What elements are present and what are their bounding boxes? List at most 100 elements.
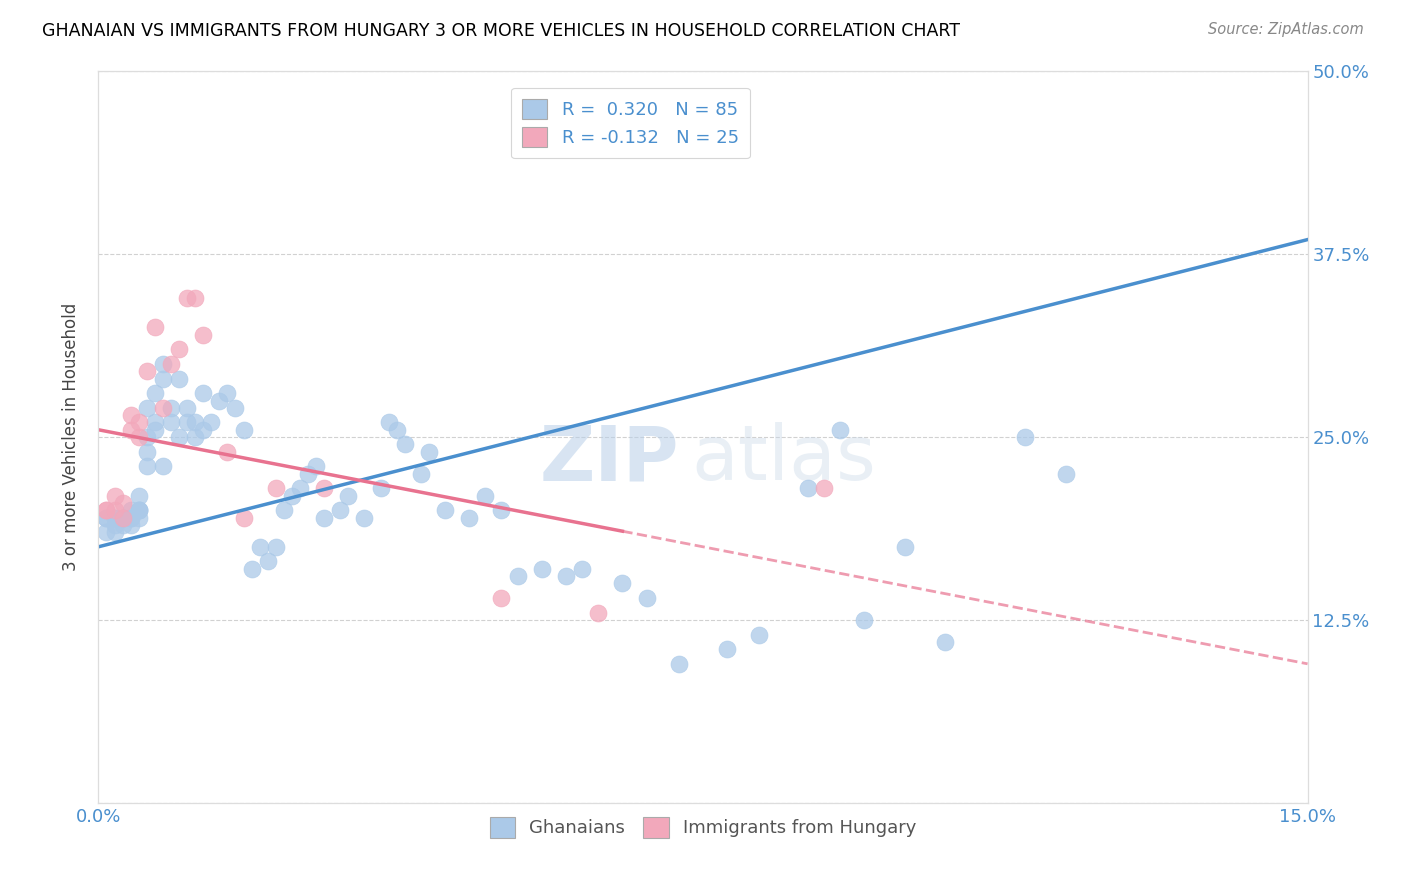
Point bbox=[152, 401, 174, 415]
Text: ZIP: ZIP bbox=[540, 422, 679, 496]
Point bbox=[370, 481, 392, 495]
Point bbox=[103, 525, 125, 540]
Point bbox=[128, 489, 150, 503]
Point bbox=[797, 481, 820, 495]
Point bbox=[314, 510, 336, 524]
Point bbox=[128, 416, 150, 430]
Y-axis label: 3 or more Vehicles in Household: 3 or more Vehicles in Household bbox=[62, 303, 80, 571]
Point bbox=[264, 481, 287, 495]
Point bbox=[813, 481, 835, 495]
Point bbox=[160, 357, 183, 371]
Point bbox=[555, 569, 578, 583]
Point bbox=[217, 444, 239, 458]
Point bbox=[586, 606, 609, 620]
Point bbox=[135, 401, 157, 415]
Point bbox=[167, 430, 190, 444]
Point bbox=[111, 510, 134, 524]
Point bbox=[418, 444, 440, 458]
Point bbox=[314, 481, 336, 495]
Point bbox=[893, 540, 915, 554]
Point bbox=[128, 430, 150, 444]
Point bbox=[458, 510, 481, 524]
Text: GHANAIAN VS IMMIGRANTS FROM HUNGARY 3 OR MORE VEHICLES IN HOUSEHOLD CORRELATION : GHANAIAN VS IMMIGRANTS FROM HUNGARY 3 OR… bbox=[42, 22, 960, 40]
Point bbox=[96, 510, 118, 524]
Point bbox=[377, 416, 399, 430]
Point bbox=[193, 386, 215, 401]
Point bbox=[200, 416, 222, 430]
Point bbox=[474, 489, 496, 503]
Point bbox=[256, 554, 278, 568]
Point bbox=[128, 503, 150, 517]
Point bbox=[297, 467, 319, 481]
Point bbox=[353, 510, 375, 524]
Point bbox=[128, 503, 150, 517]
Point bbox=[111, 510, 134, 524]
Text: atlas: atlas bbox=[690, 422, 876, 496]
Point bbox=[96, 503, 118, 517]
Point bbox=[409, 467, 432, 481]
Point bbox=[96, 510, 118, 524]
Point bbox=[135, 364, 157, 378]
Point bbox=[120, 510, 142, 524]
Point bbox=[184, 416, 207, 430]
Point bbox=[135, 444, 157, 458]
Point bbox=[530, 562, 553, 576]
Point bbox=[120, 510, 142, 524]
Point bbox=[491, 503, 513, 517]
Point bbox=[128, 510, 150, 524]
Point bbox=[208, 393, 231, 408]
Point bbox=[184, 291, 207, 305]
Point bbox=[167, 343, 190, 357]
Point bbox=[152, 459, 174, 474]
Point bbox=[120, 408, 142, 422]
Point bbox=[491, 591, 513, 605]
Point bbox=[96, 525, 118, 540]
Point bbox=[636, 591, 658, 605]
Point bbox=[264, 540, 287, 554]
Point bbox=[305, 459, 328, 474]
Point bbox=[143, 423, 166, 437]
Point bbox=[828, 423, 851, 437]
Point bbox=[337, 489, 360, 503]
Point bbox=[748, 627, 770, 641]
Legend: Ghanaians, Immigrants from Hungary: Ghanaians, Immigrants from Hungary bbox=[482, 810, 924, 845]
Point bbox=[217, 386, 239, 401]
Point bbox=[96, 503, 118, 517]
Point bbox=[506, 569, 529, 583]
Point bbox=[103, 517, 125, 532]
Point bbox=[434, 503, 457, 517]
Point bbox=[111, 510, 134, 524]
Point bbox=[152, 357, 174, 371]
Point bbox=[103, 489, 125, 503]
Point bbox=[160, 401, 183, 415]
Point bbox=[120, 517, 142, 532]
Point bbox=[281, 489, 304, 503]
Point bbox=[120, 503, 142, 517]
Point bbox=[103, 510, 125, 524]
Point bbox=[111, 510, 134, 524]
Point bbox=[612, 576, 634, 591]
Point bbox=[232, 423, 254, 437]
Point bbox=[143, 320, 166, 334]
Point bbox=[120, 423, 142, 437]
Point bbox=[143, 386, 166, 401]
Point bbox=[224, 401, 246, 415]
Point bbox=[111, 517, 134, 532]
Point bbox=[1054, 467, 1077, 481]
Text: Source: ZipAtlas.com: Source: ZipAtlas.com bbox=[1208, 22, 1364, 37]
Point bbox=[167, 371, 190, 385]
Point bbox=[176, 401, 198, 415]
Point bbox=[240, 562, 263, 576]
Point bbox=[152, 371, 174, 385]
Point bbox=[1014, 430, 1036, 444]
Point bbox=[176, 291, 198, 305]
Point bbox=[135, 430, 157, 444]
Point bbox=[111, 496, 134, 510]
Point bbox=[716, 642, 738, 657]
Point bbox=[329, 503, 352, 517]
Point bbox=[249, 540, 271, 554]
Point bbox=[143, 416, 166, 430]
Point bbox=[103, 503, 125, 517]
Point bbox=[193, 423, 215, 437]
Point bbox=[853, 613, 876, 627]
